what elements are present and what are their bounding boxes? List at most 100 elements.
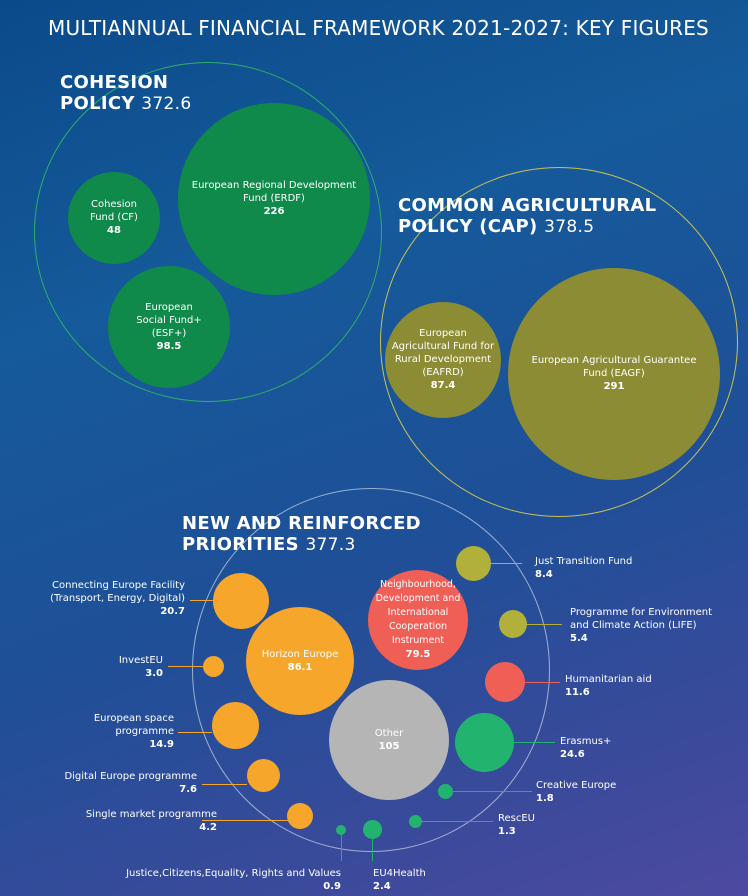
space-programme-value: 14.9 xyxy=(149,739,174,750)
humanitarian-aid-name: Humanitarian aid xyxy=(565,674,652,685)
erdf-name: European Regional Development Fund (ERDF… xyxy=(191,180,357,204)
creative-europe-name: Creative Europe xyxy=(536,780,617,791)
eu4health-name: EU4Health xyxy=(373,868,426,879)
horizon-europe-bubble: Horizon Europe 86.1 xyxy=(246,607,354,715)
digital-europe-name: Digital Europe programme xyxy=(64,771,197,782)
resceu-name: RescEU xyxy=(498,813,535,824)
eagf-bubble: European Agricultural Guarantee Fund (EA… xyxy=(508,268,720,480)
other-bubble: Other 105 xyxy=(329,680,449,800)
space-programme-name: European space programme xyxy=(93,713,174,737)
cohesion-heading-line2: POLICY xyxy=(60,93,135,114)
erdf-bubble: European Regional Development Fund (ERDF… xyxy=(178,103,370,295)
erasmus-label: Erasmus+ 24.6 xyxy=(560,735,611,761)
erasmus-bubble xyxy=(455,713,514,772)
space-programme-bubble xyxy=(212,702,259,749)
justice-label: Justice,Citizens,Equality, Rights and Va… xyxy=(126,867,341,893)
cap-total: 378.5 xyxy=(544,217,595,237)
justice-value: 0.9 xyxy=(323,881,341,892)
erdf-value: 226 xyxy=(263,206,285,217)
investeu-leader-line xyxy=(168,666,203,667)
esf-bubble: European Social Fund+ (ESF+) 98.5 xyxy=(108,266,230,388)
resceu-bubble xyxy=(409,815,422,828)
cap-ring xyxy=(380,167,738,517)
digital-europe-leader-line xyxy=(202,784,247,785)
digital-europe-bubble xyxy=(247,759,280,792)
single-market-value: 4.2 xyxy=(199,822,217,833)
just-transition-label: Just Transition Fund 8.4 xyxy=(535,555,632,581)
priorities-ring xyxy=(192,488,550,852)
cap-heading: COMMON AGRICULTURAL POLICY (CAP) 378.5 xyxy=(398,195,656,238)
space-leader-line xyxy=(178,732,212,733)
digital-europe-value: 7.6 xyxy=(179,784,197,795)
investeu-value: 3.0 xyxy=(145,668,163,679)
eu4health-value: 2.4 xyxy=(373,881,391,892)
justice-bubble xyxy=(336,825,346,835)
erasmus-name: Erasmus+ xyxy=(560,736,612,747)
priorities-heading-line1: NEW AND REINFORCED xyxy=(182,513,421,534)
cef-name: Connecting Europe Facility (Transport, E… xyxy=(50,580,185,604)
single-market-leader-line xyxy=(202,820,288,821)
just-transition-bubble xyxy=(456,546,491,581)
space-programme-label: European space programme 14.9 xyxy=(74,712,174,751)
life-bubble xyxy=(499,610,527,638)
creative-europe-leader-line xyxy=(452,791,532,792)
creative-europe-label: Creative Europe 1.8 xyxy=(536,779,616,805)
cap-heading-line1: COMMON AGRICULTURAL xyxy=(398,195,657,216)
cohesion-fund-value: 48 xyxy=(107,225,121,236)
justice-name: Justice,Citizens,Equality, Rights and Va… xyxy=(126,868,341,879)
page-title: MULTIANNUAL FINANCIAL FRAMEWORK 2021-202… xyxy=(48,16,709,40)
cohesion-heading-line1: COHESION xyxy=(60,72,169,93)
life-name: Programme for Environment and Climate Ac… xyxy=(570,607,713,631)
resceu-value: 1.3 xyxy=(498,826,516,837)
single-market-name: Single market programme xyxy=(85,809,217,820)
creative-europe-value: 1.8 xyxy=(536,793,554,804)
priorities-heading: NEW AND REINFORCED PRIORITIES 377.3 xyxy=(182,513,421,556)
resceu-leader-line xyxy=(421,821,493,822)
cohesion-ring xyxy=(34,62,382,402)
eafrd-value: 87.4 xyxy=(430,380,456,391)
creative-europe-bubble xyxy=(438,784,453,799)
investeu-bubble xyxy=(203,656,224,677)
other-value: 105 xyxy=(378,740,400,752)
humanitarian-aid-label: Humanitarian aid 11.6 xyxy=(565,673,652,699)
ndici-name: Neighbourhood, Development and Internati… xyxy=(375,579,461,646)
ndici-value: 79.5 xyxy=(405,649,431,660)
priorities-total: 377.3 xyxy=(305,535,356,555)
humanitarian-leader-line xyxy=(524,682,560,683)
cef-label: Connecting Europe Facility (Transport, E… xyxy=(25,579,185,618)
justice-leader-line xyxy=(341,835,342,861)
cef-bubble xyxy=(213,573,269,629)
eafrd-name: European Agricultural Fund for Rural Dev… xyxy=(391,328,495,378)
life-leader-line xyxy=(526,624,562,625)
humanitarian-aid-bubble xyxy=(485,662,525,702)
humanitarian-aid-value: 11.6 xyxy=(565,687,590,698)
cohesion-heading: COHESION POLICY 372.6 xyxy=(60,72,191,115)
eafrd-bubble: European Agricultural Fund for Rural Dev… xyxy=(385,302,501,418)
single-market-label: Single market programme 4.2 xyxy=(86,808,217,834)
just-transition-value: 8.4 xyxy=(535,569,553,580)
horizon-europe-value: 86.1 xyxy=(287,661,313,673)
cohesion-fund-name: Cohesion Fund (CF) xyxy=(90,199,138,223)
eu4health-label: EU4Health 2.4 xyxy=(373,867,426,893)
resceu-label: RescEU 1.3 xyxy=(498,812,535,838)
investeu-name: InvestEU xyxy=(118,655,163,666)
cef-value: 20.7 xyxy=(160,606,185,617)
just-transition-leader-line xyxy=(490,563,522,564)
esf-name: European Social Fund+ (ESF+) xyxy=(136,301,202,339)
investeu-label: InvestEU 3.0 xyxy=(119,654,163,680)
erasmus-leader-line xyxy=(513,742,555,743)
cohesion-total: 372.6 xyxy=(141,94,192,114)
cef-leader-line xyxy=(190,600,214,601)
ndici-bubble: Neighbourhood, Development and Internati… xyxy=(368,570,468,670)
esf-value: 98.5 xyxy=(156,340,182,352)
eagf-name: European Agricultural Guarantee Fund (EA… xyxy=(531,355,697,379)
horizon-europe-name: Horizon Europe xyxy=(261,648,339,660)
life-value: 5.4 xyxy=(570,633,588,644)
life-label: Programme for Environment and Climate Ac… xyxy=(570,606,720,645)
eagf-value: 291 xyxy=(603,381,625,392)
cap-heading-line2: POLICY (CAP) xyxy=(398,216,538,237)
eu4health-leader-line xyxy=(372,839,373,861)
eu4health-bubble xyxy=(363,820,382,839)
other-name: Other xyxy=(374,727,404,739)
erasmus-value: 24.6 xyxy=(560,749,585,760)
